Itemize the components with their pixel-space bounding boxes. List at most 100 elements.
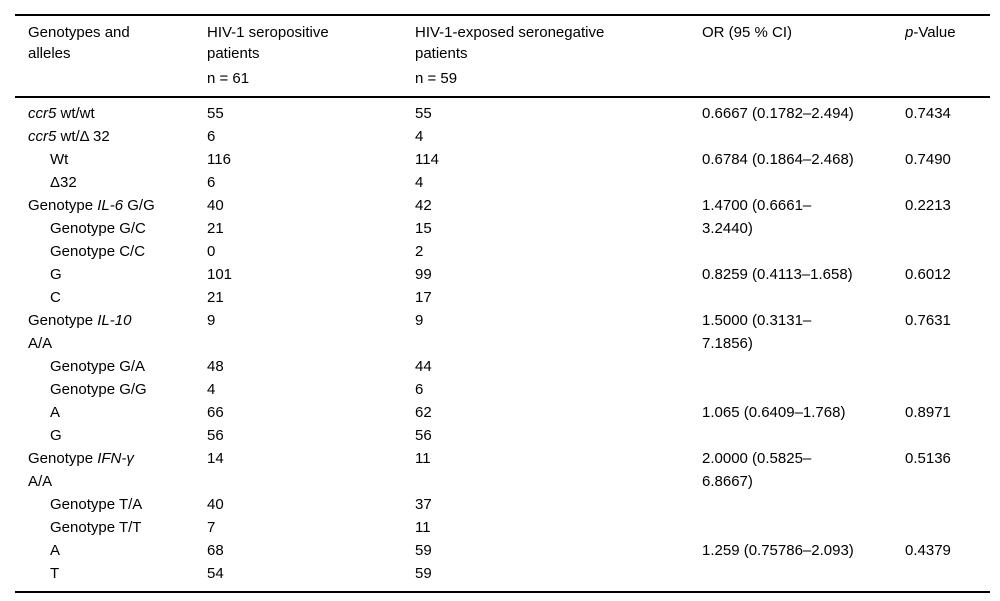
cell-seropositive-count: 40 [207,496,224,513]
cell-or-ci: 0.6784 (0.1864–2.468) [702,151,854,168]
cell-seropositive-count: 7 [207,519,216,536]
cell-or-ci [702,240,905,263]
header-seronegative: HIV-1-exposed seronegative patients [415,24,605,62]
table-row: Genotype IL-6 G/G 40 42 1.4700 (0.6661– 3.24… [15,194,990,237]
cell-or-ci: 1.065 (0.6409–1.768) [702,404,846,421]
table-row: Genotype C/C 0 2 [15,240,990,263]
cell-genotype-label: G [50,266,62,283]
cell-seronegative-count: 9 [415,312,424,329]
cell-genotype-label: Genotype IL-6 G/G [28,197,155,214]
table-body: ccr5 wt/wt 55 55 0.6667 (0.1782–2.494) 0.743… [15,97,990,592]
cell-seronegative-count: 62 [415,404,432,421]
cell-seropositive-count: 54 [207,565,224,582]
table-row: Δ32 6 4 [15,171,990,194]
cell-seropositive-count: 4 [207,381,216,398]
cell-p-value [905,240,990,263]
header-row-titles: Genotypes and alleles HIV-1 seropositive p… [15,15,990,64]
table-row: A 66 62 1.065 (0.6409–1.768) 0.8971 [15,401,990,424]
cell-seropositive-count: 9 [207,312,216,329]
cell-genotype-label: ccr5 wt/Δ 32 [28,128,110,145]
cell-or-ci [702,493,905,516]
cell-seronegative-count: 56 [415,427,432,444]
cell-seropositive-count: 6 [207,174,216,191]
cell-or-ci: 1.4700 (0.6661– 3.2440) [702,197,812,237]
table-row: G 56 56 [15,424,990,447]
cell-or-ci [702,378,905,401]
cell-seropositive-count: 116 [207,151,231,168]
cell-seropositive-count: 68 [207,542,224,559]
cell-p-value: 0.2213 [905,197,951,214]
cell-seronegative-count: 4 [415,128,424,145]
table-row: ccr5 wt/Δ 32 6 4 [15,125,990,148]
cell-seronegative-count: 44 [415,358,432,375]
cell-seronegative-count: 11 [415,519,431,536]
cell-seronegative-count: 6 [415,381,424,398]
cell-seronegative-count: 114 [415,151,439,168]
cell-p-value [905,493,990,516]
table-row: ccr5 wt/wt 55 55 0.6667 (0.1782–2.494) 0.743… [15,97,990,125]
cell-p-value: 0.4379 [905,542,951,559]
cell-seronegative-count: 4 [415,174,424,191]
table-row: Genotype G/A 48 44 [15,355,990,378]
cell-p-value: 0.5136 [905,450,951,467]
cell-genotype-label: G [50,427,62,444]
cell-seropositive-count: 21 [207,220,224,237]
cell-or-ci: 1.5000 (0.3131– 7.1856) [702,312,812,352]
header-seropositive: HIV-1 seropositive patients [207,24,329,62]
table-row: Genotype G/G 4 6 [15,378,990,401]
cell-or-ci [702,516,905,539]
cell-p-value: 0.6012 [905,266,951,283]
cell-genotype-label: ccr5 wt/wt [28,105,95,122]
cell-genotype-label: Genotype IL-10 A/A [28,312,132,352]
cell-seropositive-count: 48 [207,358,224,375]
cell-p-value: 0.7490 [905,151,951,168]
header-or-ci: OR (95 % CI) [702,24,793,41]
cell-or-ci: 2.0000 (0.5825– 6.8667) [702,450,812,490]
cell-or-ci [702,125,905,148]
cell-or-ci: 0.8259 (0.4113–1.658) [702,266,853,283]
cell-p-value [905,378,990,401]
header-genotypes-and-alleles: Genotypes and alleles [28,24,130,62]
table-row: Genotype T/T 7 11 [15,516,990,539]
cell-seropositive-count: 0 [207,243,216,260]
cell-genotype-label: Genotype T/T [50,519,142,536]
cell-genotype-label: Wt [50,151,69,168]
cell-genotype-label: Genotype G/G [50,381,147,398]
cell-seropositive-count: 66 [207,404,224,421]
header-spacer [905,64,990,98]
cell-p-value: 0.7434 [905,105,951,122]
cell-seronegative-count: 37 [415,496,432,513]
table-row: T 54 59 [15,562,990,592]
genotype-association-table: Genotypes and alleles HIV-1 seropositive p… [15,14,990,593]
cell-or-ci [702,286,905,309]
cell-p-value [905,516,990,539]
cell-genotype-label: Genotype T/A [50,496,143,513]
cell-seropositive-count: 14 [207,450,224,467]
cell-seropositive-count: 6 [207,128,216,145]
cell-genotype-label: Genotype C/C [50,243,146,260]
cell-p-value: 0.8971 [905,404,951,421]
cell-seronegative-count: 15 [415,220,432,237]
cell-p-value: 0.7631 [905,312,951,329]
cell-genotype-label: C [50,289,61,306]
header-spacer [702,64,905,98]
cell-or-ci [702,355,905,378]
cell-seropositive-count: 40 [207,197,224,214]
cell-genotype-label: A [50,542,61,559]
table-row: Genotype IFN-γ A/A 14 11 2.0000 (0.5825– 6.86… [15,447,990,493]
cell-genotype-label: A [50,404,61,421]
cell-seropositive-count: 56 [207,427,224,444]
cell-or-ci [702,424,905,447]
cell-genotype-label: Δ32 [50,174,77,191]
header-n-seropositive: n = 61 [207,64,415,98]
cell-seronegative-count: 59 [415,565,432,582]
header-n-seronegative: n = 59 [415,64,702,98]
cell-seronegative-count: 59 [415,542,432,559]
header-spacer [15,64,207,98]
cell-or-ci [702,562,905,592]
table-row: A 68 59 1.259 (0.75786–2.093) 0.4379 [15,539,990,562]
cell-p-value [905,125,990,148]
cell-seronegative-count: 2 [415,243,424,260]
cell-p-value [905,424,990,447]
